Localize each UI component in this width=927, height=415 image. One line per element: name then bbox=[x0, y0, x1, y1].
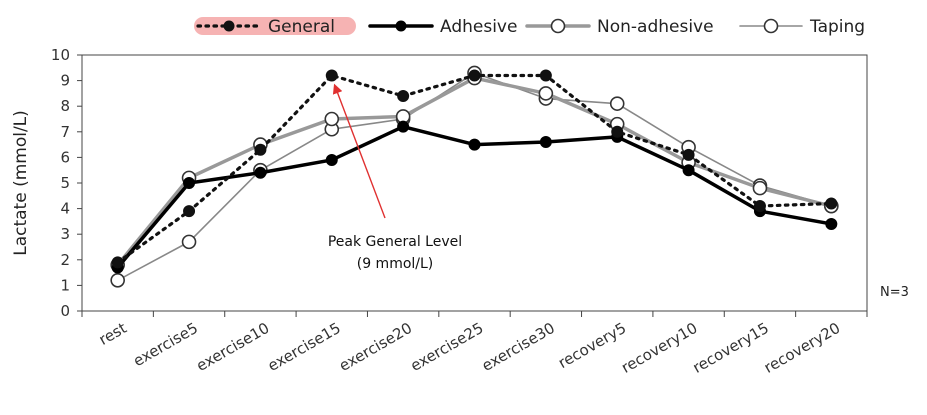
legend-label: Adhesive bbox=[440, 17, 517, 37]
y-tick-label: 7 bbox=[60, 123, 70, 141]
x-tick-label: exercise20 bbox=[336, 319, 415, 375]
x-tick-label: exercise10 bbox=[193, 319, 272, 375]
data-point bbox=[468, 138, 481, 151]
data-point bbox=[397, 120, 410, 133]
data-point bbox=[254, 143, 267, 156]
x-tick-label: recovery20 bbox=[761, 319, 843, 377]
data-point bbox=[110, 272, 125, 288]
x-tick-label: recovery10 bbox=[618, 319, 700, 377]
annotation-text-line: (9 mmol/L) bbox=[357, 256, 434, 272]
y-tick-label: 5 bbox=[60, 174, 70, 192]
series-adhesive bbox=[111, 120, 838, 274]
x-tick-label: exercise5 bbox=[130, 319, 201, 370]
data-point bbox=[183, 177, 196, 189]
data-point bbox=[468, 69, 481, 82]
chart-legend: General Adhesive Non-adhesive Taping bbox=[194, 17, 865, 37]
data-point bbox=[682, 164, 695, 177]
data-point bbox=[181, 234, 197, 250]
y-tick-label: 3 bbox=[60, 225, 70, 243]
data-point bbox=[825, 217, 838, 230]
annotation-text-line: Peak General Level bbox=[328, 234, 462, 250]
x-tick-label: exercise15 bbox=[265, 319, 344, 375]
series-line bbox=[115, 76, 834, 267]
series-layer bbox=[110, 65, 839, 288]
legend-item-general: General bbox=[194, 17, 356, 37]
y-tick-label: 9 bbox=[60, 72, 70, 90]
legend-item-adhesive: Adhesive bbox=[368, 17, 517, 37]
legend-label: General bbox=[268, 17, 335, 37]
legend-item-non-adhesive: Non-adhesive bbox=[525, 17, 714, 37]
data-point bbox=[539, 69, 552, 82]
y-tick-label: 8 bbox=[60, 97, 70, 115]
legend-marker bbox=[763, 18, 779, 34]
x-tick-label: exercise25 bbox=[407, 319, 486, 375]
data-point bbox=[609, 96, 625, 111]
series-line bbox=[116, 73, 833, 264]
data-point bbox=[325, 69, 338, 82]
y-tick-label: 10 bbox=[51, 46, 70, 64]
data-point bbox=[254, 166, 267, 179]
data-point bbox=[183, 205, 196, 218]
x-tick-label: exercise30 bbox=[479, 319, 558, 375]
data-point bbox=[538, 86, 554, 101]
y-axis-label: Lactate (mmol/L) bbox=[11, 110, 31, 256]
legend-marker bbox=[223, 20, 235, 32]
sample-size-note: N=3 bbox=[880, 285, 909, 300]
x-tick-label: rest bbox=[96, 319, 130, 349]
data-point bbox=[752, 180, 768, 196]
y-tick-label: 4 bbox=[60, 200, 70, 218]
y-tick-label: 1 bbox=[60, 276, 70, 294]
y-tick-label: 6 bbox=[60, 148, 70, 166]
data-point bbox=[682, 148, 695, 161]
data-point bbox=[111, 256, 124, 269]
data-point bbox=[825, 197, 838, 210]
data-point bbox=[611, 125, 624, 138]
legend-item-taping: Taping bbox=[739, 17, 865, 37]
legend-label: Taping bbox=[809, 17, 865, 37]
series-general bbox=[111, 69, 838, 269]
legend-label: Non-adhesive bbox=[597, 17, 714, 37]
y-axis: 0 1 2 3 4 5 6 7 8 9 10 bbox=[51, 46, 82, 320]
legend-marker bbox=[395, 20, 407, 32]
data-point bbox=[397, 89, 410, 102]
x-axis: rest exercise5exercise10exercise15exercis… bbox=[81, 311, 868, 377]
data-point bbox=[325, 153, 338, 166]
data-point bbox=[539, 136, 552, 149]
y-tick-label: 2 bbox=[60, 251, 70, 269]
series-non-adhesive bbox=[110, 70, 839, 273]
annotation-layer: Peak General Level (9 mmol/L) bbox=[328, 83, 462, 272]
x-tick-label: recovery5 bbox=[555, 319, 629, 372]
data-point bbox=[753, 200, 766, 213]
x-tick-label: recovery15 bbox=[690, 319, 772, 377]
data-point bbox=[324, 111, 340, 127]
legend-marker bbox=[550, 18, 566, 34]
legend-highlight bbox=[194, 17, 356, 35]
y-tick-label: 0 bbox=[60, 302, 70, 320]
annotation-arrow bbox=[332, 83, 386, 219]
